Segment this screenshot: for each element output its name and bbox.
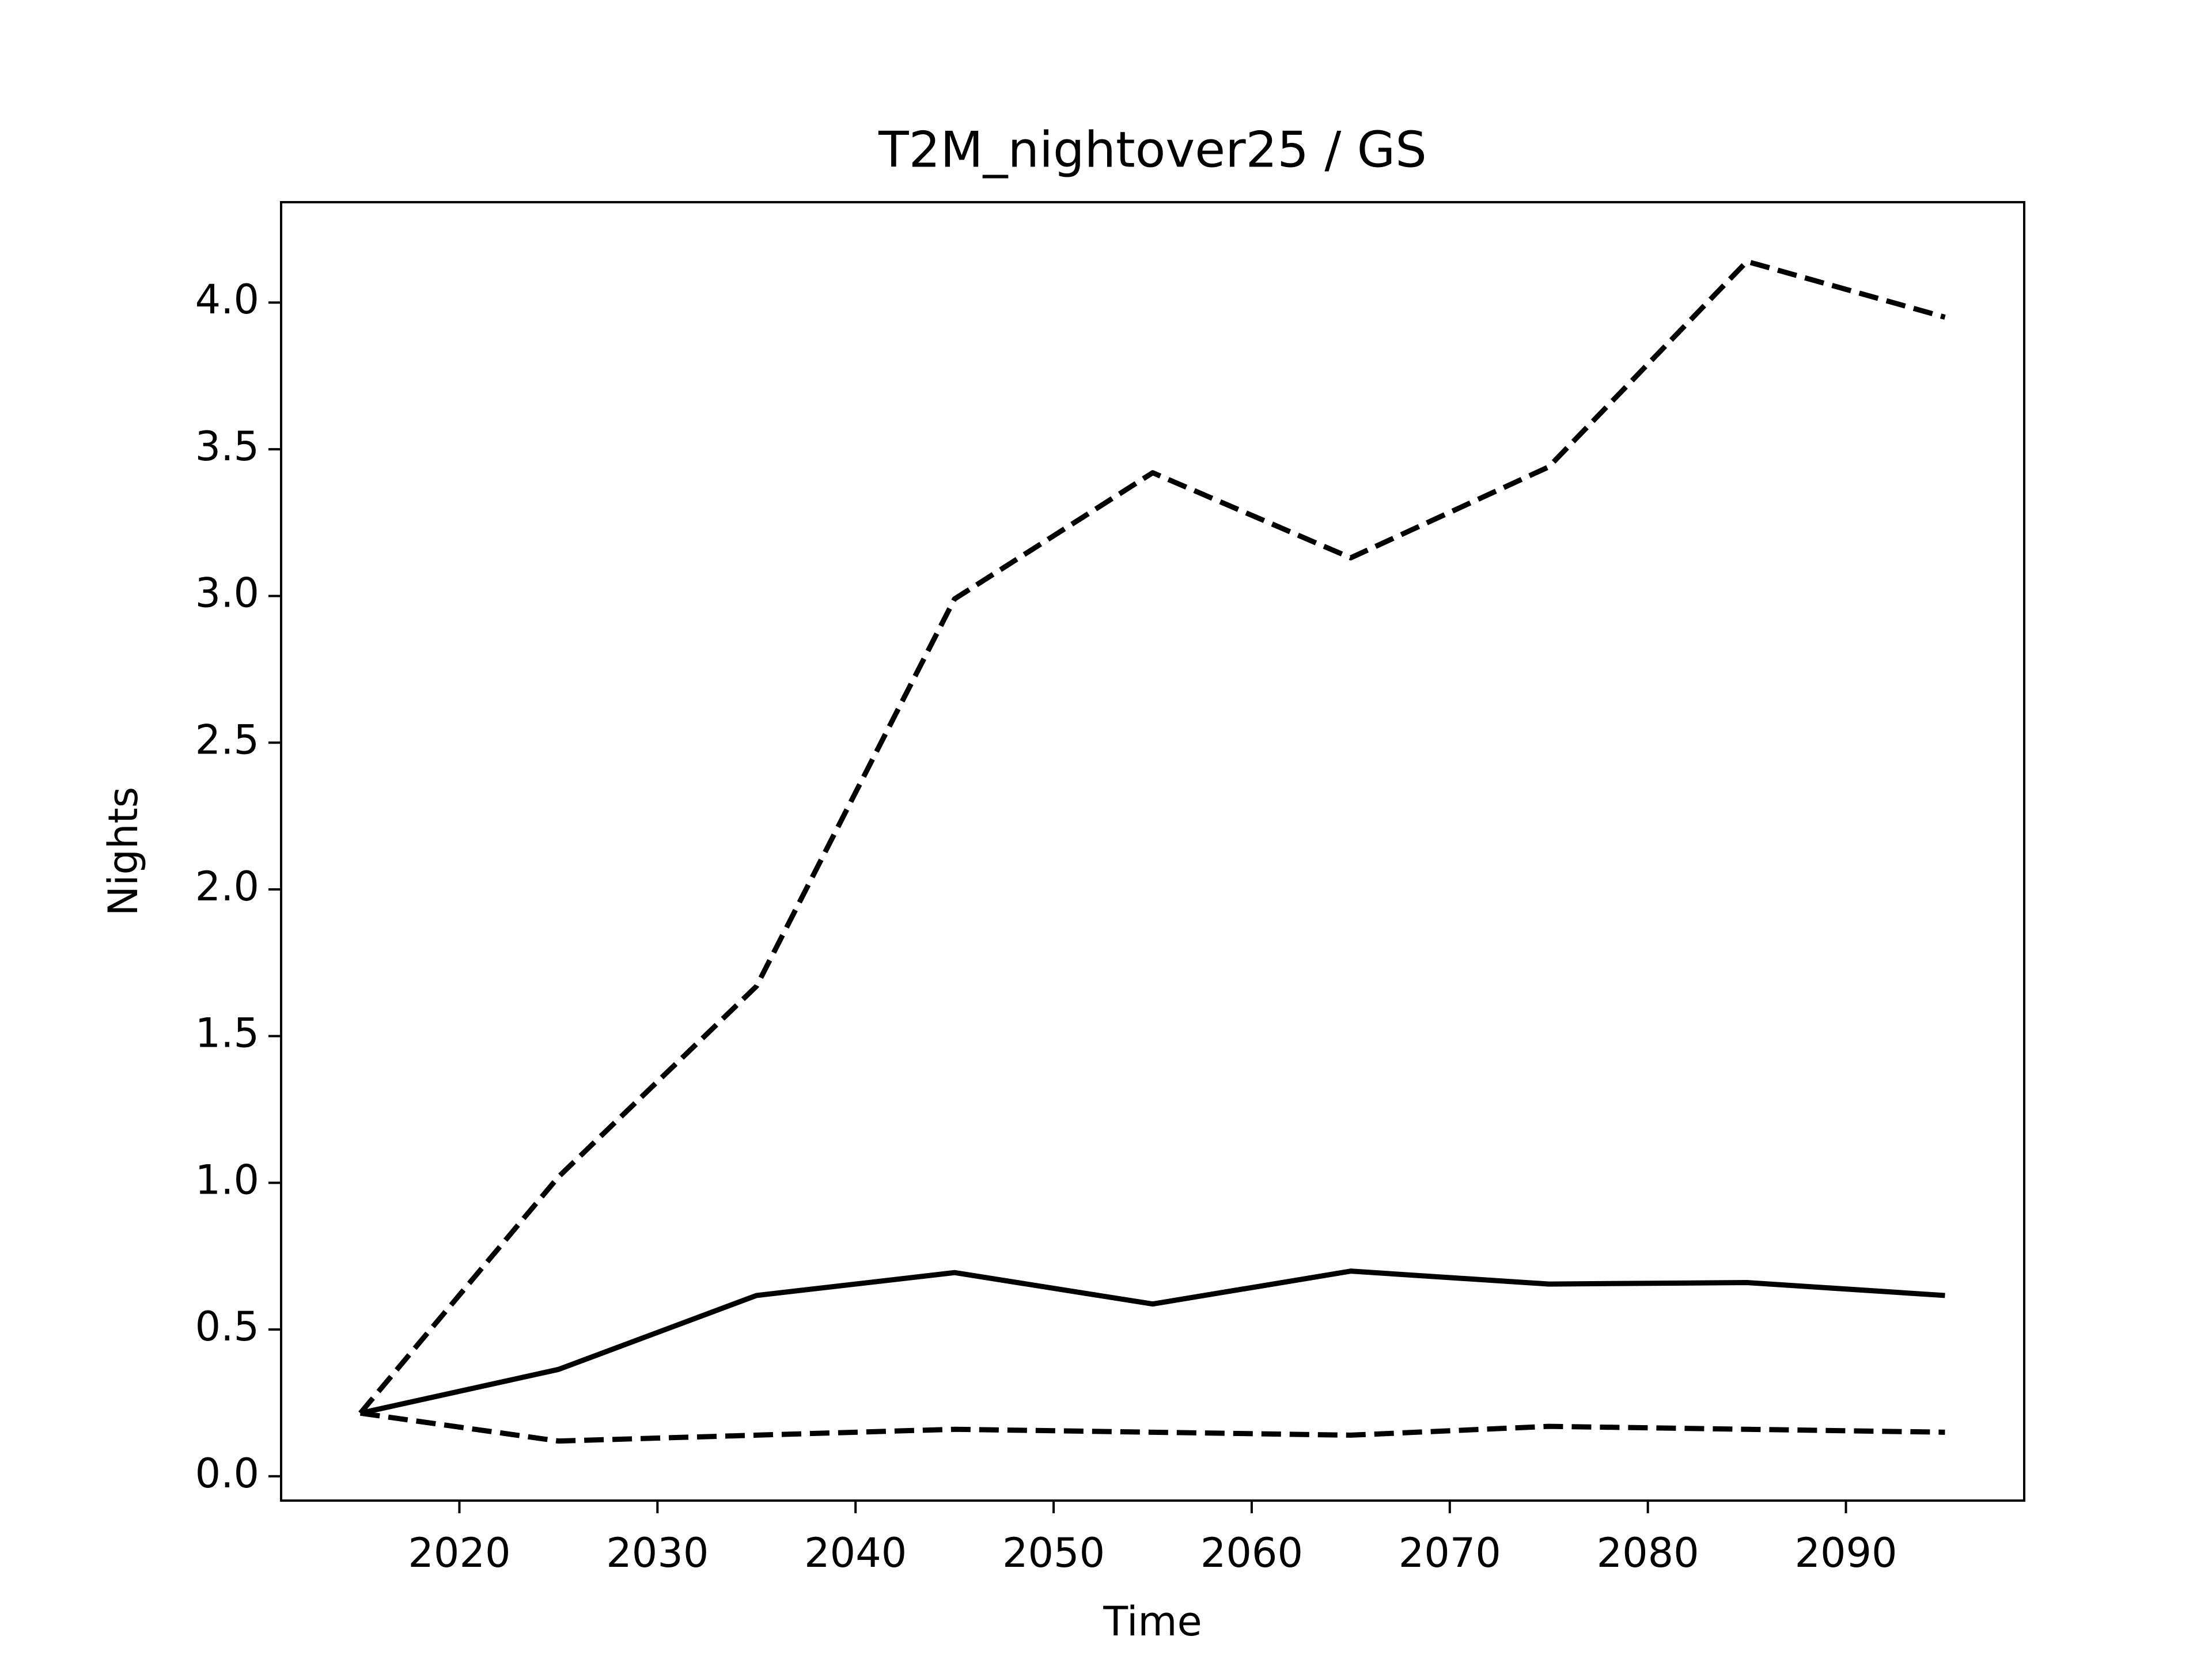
line-series	[359, 1410, 1945, 1444]
x-tick-label: 2030	[606, 1529, 709, 1577]
x-tick-label: 2060	[1200, 1529, 1303, 1577]
line-series	[358, 259, 1946, 1415]
chart-title: T2M_nightover25 / GS	[878, 121, 1427, 179]
y-tick-label: 2.0	[195, 863, 259, 910]
x-tick-label: 2020	[408, 1529, 510, 1577]
plot-frame	[280, 201, 2025, 1502]
x-axis-label: Time	[1103, 1598, 1202, 1645]
x-tick-label: 2080	[1597, 1529, 1699, 1577]
x-tick-label: 2040	[804, 1529, 907, 1577]
y-tick-label: 0.5	[195, 1303, 259, 1350]
y-axis-label: Nights	[100, 787, 147, 916]
x-tick-label: 2050	[1002, 1529, 1105, 1577]
y-tick-label: 0.0	[195, 1450, 259, 1497]
y-tick-label: 1.5	[195, 1010, 259, 1057]
y-tick-label: 1.0	[195, 1156, 259, 1203]
y-tick-label: 4.0	[195, 276, 259, 323]
y-tick-label: 2.5	[195, 716, 259, 763]
y-tick-label: 3.5	[195, 423, 259, 470]
x-tick-label: 2070	[1399, 1529, 1501, 1577]
y-tick-label: 3.0	[195, 570, 259, 617]
line-series	[359, 1268, 1945, 1416]
x-tick-label: 2090	[1794, 1529, 1897, 1577]
